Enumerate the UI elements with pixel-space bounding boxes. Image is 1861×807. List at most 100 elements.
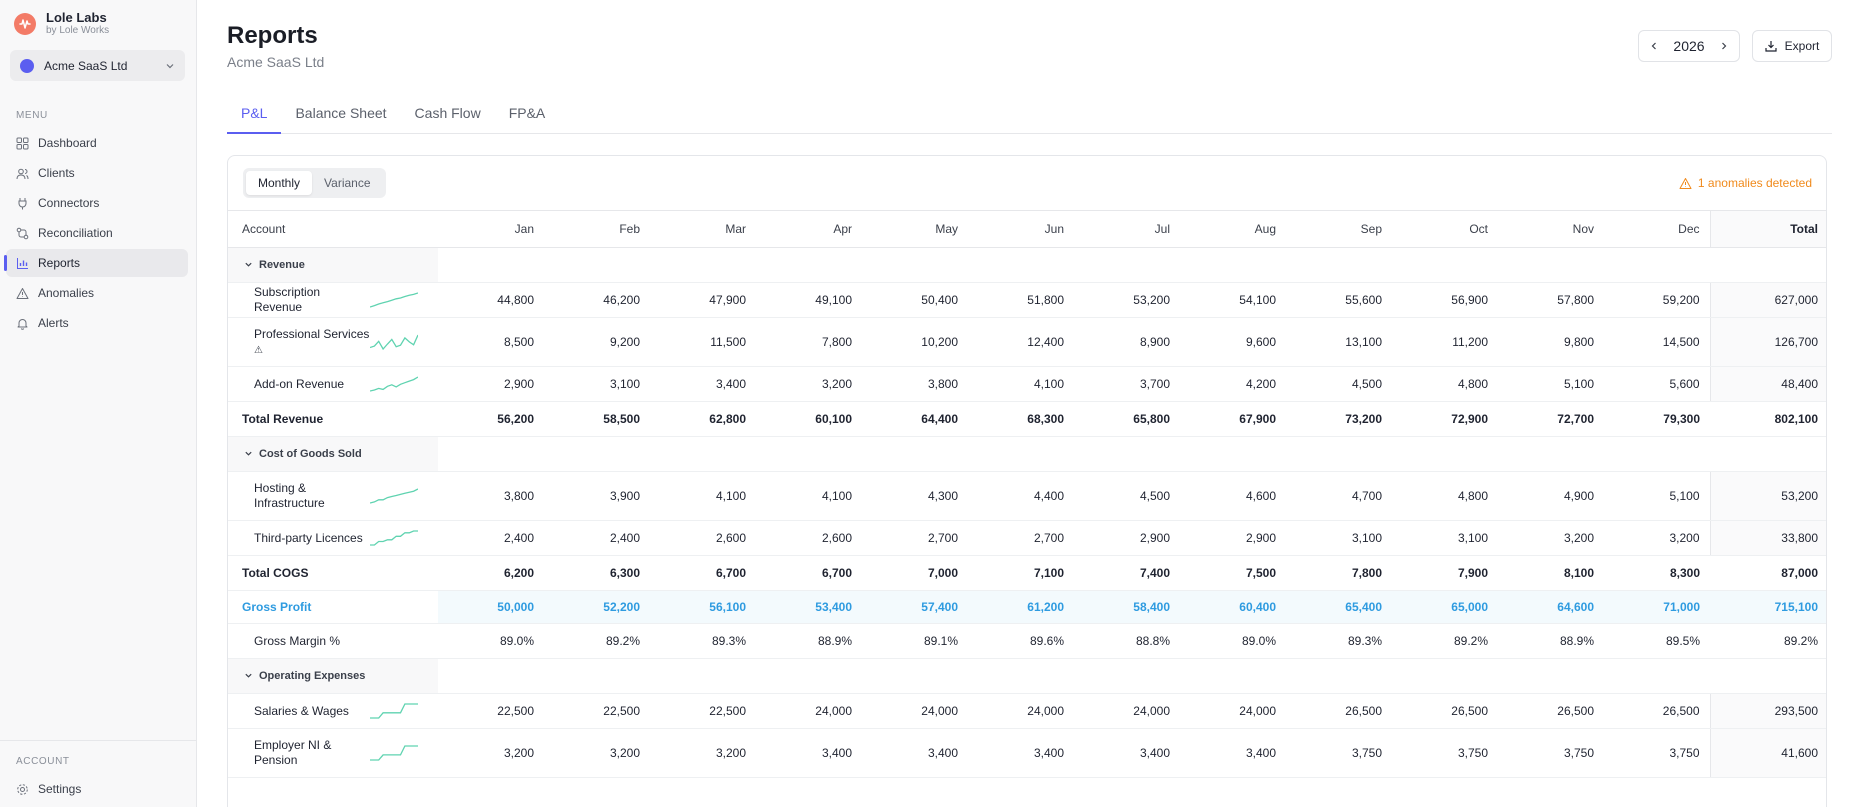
value-cell: 24,000 xyxy=(756,694,862,729)
tab-balance-sheet[interactable]: Balance Sheet xyxy=(281,100,400,134)
sidebar-item-label: Settings xyxy=(38,782,81,796)
value-cell: 51,800 xyxy=(968,283,1074,318)
sparkline-line xyxy=(370,531,418,545)
value-cell: 6,700 xyxy=(756,556,862,591)
account-cell[interactable]: Add-on Revenue xyxy=(228,367,438,402)
sidebar-item-settings[interactable]: Settings xyxy=(6,775,188,803)
table-row[interactable]: Hosting & Infrastructure 3,800 3,900 4,100 4… xyxy=(228,472,1827,521)
sidebar-item-label: Reports xyxy=(38,256,80,270)
table-row[interactable]: Gross Margin % 89.0% 89.2% 89.3% 88.9% 89.1% 8… xyxy=(228,624,1827,659)
value-cell: 2,900 xyxy=(1180,521,1286,556)
column-header-month: Jul xyxy=(1074,211,1180,248)
value-cell: 68,300 xyxy=(968,402,1074,437)
table-row[interactable]: Salaries & Wages 22,500 22,500 22,500 24,000… xyxy=(228,694,1827,729)
value-cell: 62,800 xyxy=(650,402,756,437)
value-cell: 56,200 xyxy=(438,402,544,437)
account-cell[interactable]: Hosting & Infrastructure xyxy=(228,472,438,521)
account-cell[interactable]: Gross Profit xyxy=(228,591,438,624)
report-tabs: P&L Balance Sheet Cash Flow FP&A xyxy=(227,100,1832,134)
sidebar-item-reports[interactable]: Reports xyxy=(6,249,188,277)
pl-table: Account Jan Feb Mar Apr May Jun Jul Aug Sep Oct Nov… xyxy=(228,210,1827,778)
table-row[interactable]: Employer NI & Pension 3,200 3,200 3,200 3,40… xyxy=(228,729,1827,778)
value-cell: 56,900 xyxy=(1392,283,1498,318)
account-cell[interactable]: Third-party Licences xyxy=(228,521,438,556)
empty-cell xyxy=(1710,659,1827,694)
column-header-month: May xyxy=(862,211,968,248)
monthly-toggle[interactable]: Monthly xyxy=(246,171,312,195)
sidebar: Lole Labs by Lole Works Acme SaaS Ltd ME… xyxy=(0,0,197,807)
value-cell: 4,300 xyxy=(862,472,968,521)
dashboard-icon xyxy=(16,137,29,150)
table-row[interactable]: Total Revenue 56,200 58,500 62,800 60,100 64,… xyxy=(228,402,1827,437)
empty-cell xyxy=(862,248,968,283)
sidebar-item-dashboard[interactable]: Dashboard xyxy=(6,129,188,157)
value-cell: 53,200 xyxy=(1074,283,1180,318)
value-cell: 89.6% xyxy=(968,624,1074,659)
total-cell: 627,000 xyxy=(1710,283,1827,318)
anomaly-indicator[interactable]: 1 anomalies detected xyxy=(1679,176,1812,190)
tab-fpa[interactable]: FP&A xyxy=(495,100,560,134)
value-cell: 3,200 xyxy=(650,729,756,778)
sidebar-divider xyxy=(0,740,197,741)
value-cell: 65,000 xyxy=(1392,591,1498,624)
account-cell[interactable]: Total Revenue xyxy=(228,402,438,437)
section-header[interactable]: Cost of Goods Sold xyxy=(228,437,438,472)
chevron-right-icon[interactable] xyxy=(1719,41,1729,51)
section-header[interactable]: Revenue xyxy=(228,248,438,283)
value-cell: 7,800 xyxy=(1286,556,1392,591)
sidebar-item-label: Alerts xyxy=(38,316,69,330)
empty-cell xyxy=(1074,659,1180,694)
section-row[interactable]: Operating Expenses xyxy=(228,659,1827,694)
table-row[interactable]: Third-party Licences 2,400 2,400 2,600 2,600… xyxy=(228,521,1827,556)
client-selector[interactable]: Acme SaaS Ltd xyxy=(10,50,185,81)
account-cell[interactable]: Total COGS xyxy=(228,556,438,591)
bell-icon xyxy=(16,317,29,330)
table-row[interactable]: Total COGS 6,200 6,300 6,700 6,700 7,000 7,100… xyxy=(228,556,1827,591)
variance-toggle[interactable]: Variance xyxy=(312,171,382,195)
value-cell: 14,500 xyxy=(1604,318,1710,367)
value-cell: 11,500 xyxy=(650,318,756,367)
table-row[interactable]: Subscription Revenue 44,800 46,200 47,900 49… xyxy=(228,283,1827,318)
sidebar-item-clients[interactable]: Clients xyxy=(6,159,188,187)
section-row[interactable]: Cost of Goods Sold xyxy=(228,437,1827,472)
account-cell[interactable]: Professional Services ⚠ xyxy=(228,318,438,367)
chevron-left-icon[interactable] xyxy=(1649,41,1659,51)
account-cell[interactable]: Employer NI & Pension xyxy=(228,729,438,778)
sidebar-item-alerts[interactable]: Alerts xyxy=(6,309,188,337)
section-row[interactable]: Revenue xyxy=(228,248,1827,283)
empty-cell xyxy=(1180,659,1286,694)
value-cell: 7,500 xyxy=(1180,556,1286,591)
export-button[interactable]: Export xyxy=(1752,30,1832,62)
value-cell: 3,200 xyxy=(1604,521,1710,556)
page-title: Reports xyxy=(227,22,318,50)
account-cell[interactable]: Gross Margin % xyxy=(228,624,438,659)
sidebar-item-connectors[interactable]: Connectors xyxy=(6,189,188,217)
table-row[interactable]: Add-on Revenue 2,900 3,100 3,400 3,200 3,800 4… xyxy=(228,367,1827,402)
main-content: Reports Acme SaaS Ltd 2026 Export P&L Ba… xyxy=(197,0,1861,807)
value-cell: 89.2% xyxy=(1392,624,1498,659)
tab-pl[interactable]: P&L xyxy=(227,100,281,134)
warning-icon: ⚠ xyxy=(254,343,263,358)
value-cell: 3,400 xyxy=(756,729,862,778)
account-label: Third-party Licences xyxy=(254,531,363,546)
value-cell: 2,400 xyxy=(544,521,650,556)
sidebar-item-anomalies[interactable]: Anomalies xyxy=(6,279,188,307)
value-cell: 3,100 xyxy=(544,367,650,402)
total-cell: 41,600 xyxy=(1710,729,1827,778)
empty-cell xyxy=(1498,248,1604,283)
section-header[interactable]: Operating Expenses xyxy=(228,659,438,694)
value-cell: 6,300 xyxy=(544,556,650,591)
value-cell: 71,000 xyxy=(1604,591,1710,624)
value-cell: 24,000 xyxy=(862,694,968,729)
value-cell: 57,400 xyxy=(862,591,968,624)
table-row[interactable]: Gross Profit 50,000 52,200 56,100 53,400 57,4… xyxy=(228,591,1827,624)
brand[interactable]: Lole Labs by Lole Works xyxy=(14,10,109,37)
account-cell[interactable]: Salaries & Wages xyxy=(228,694,438,729)
sidebar-item-reconciliation[interactable]: Reconciliation xyxy=(6,219,188,247)
table-row[interactable]: Professional Services ⚠ 8,500 9,200 11,500 7,… xyxy=(228,318,1827,367)
sparkline-line xyxy=(370,489,418,503)
empty-cell xyxy=(968,248,1074,283)
tab-cash-flow[interactable]: Cash Flow xyxy=(401,100,495,134)
menu-heading: MENU xyxy=(16,110,48,121)
account-cell[interactable]: Subscription Revenue xyxy=(228,283,438,318)
